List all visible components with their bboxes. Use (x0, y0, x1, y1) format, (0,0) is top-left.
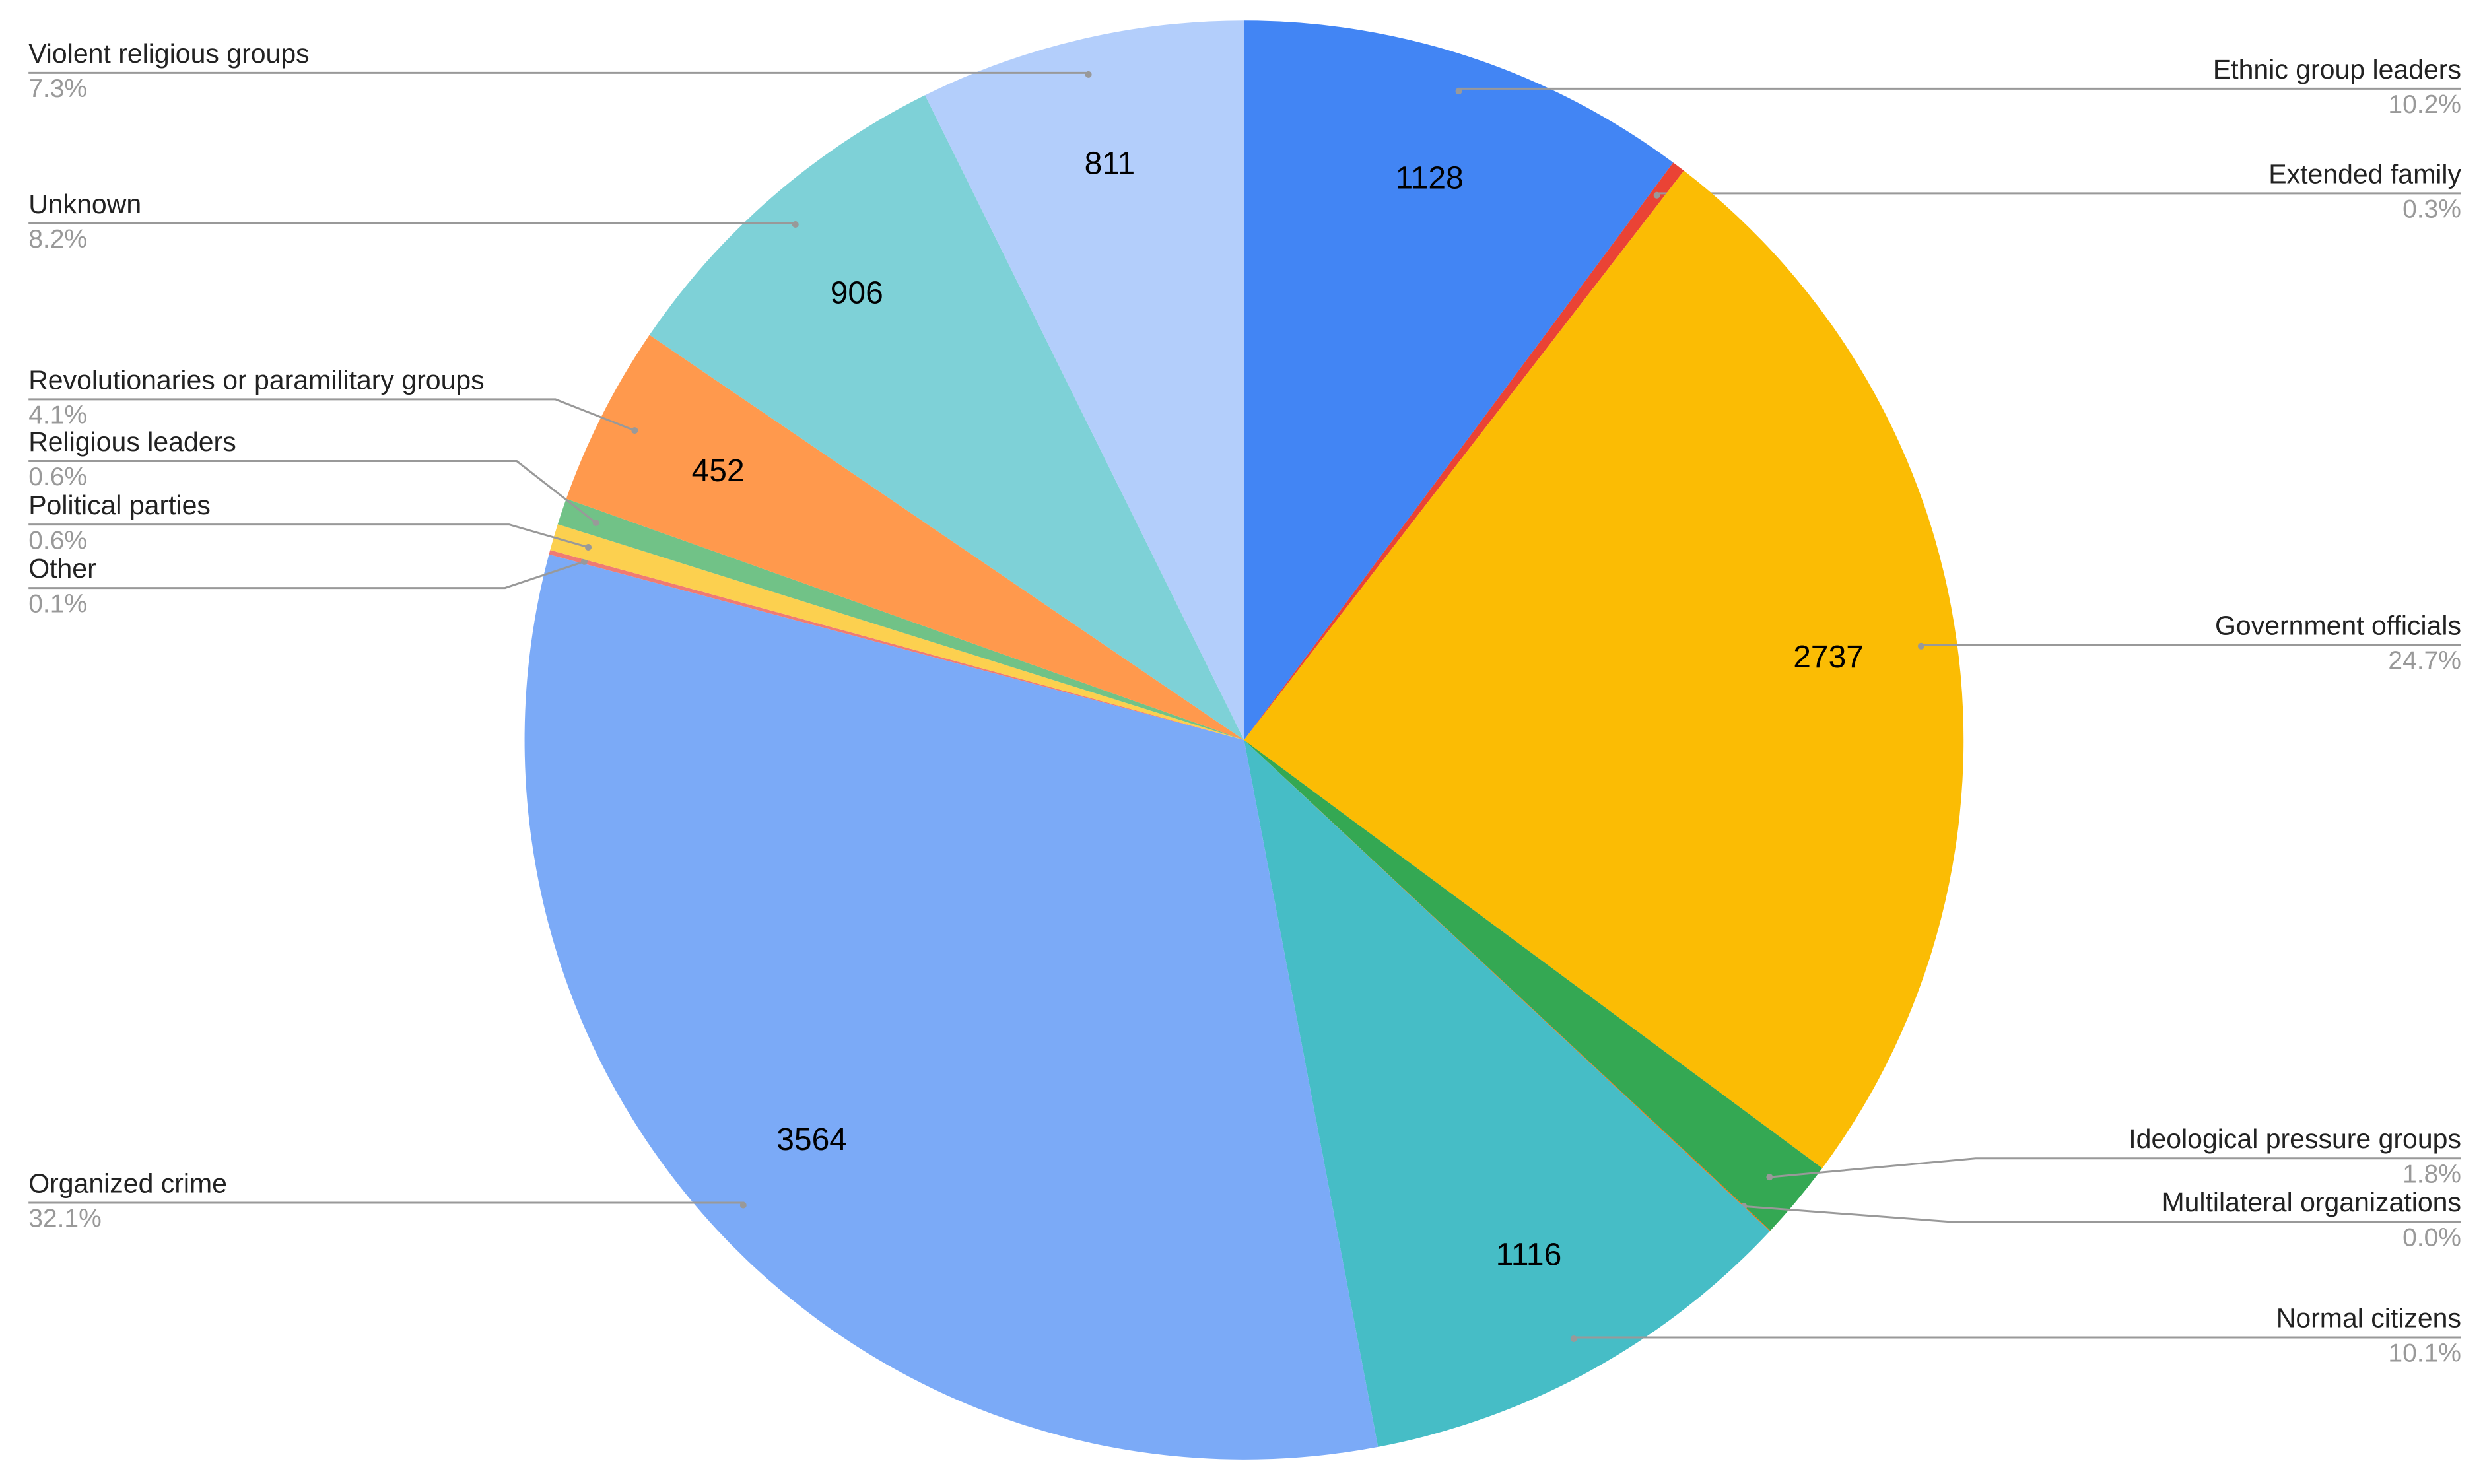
leader-dot (1570, 1335, 1577, 1342)
legend-label: Normal citizens (2276, 1302, 2461, 1333)
legend-label: Other (28, 553, 96, 584)
percent-label: 10.2% (2388, 90, 2461, 119)
legend-label: Religious leaders (28, 426, 236, 457)
leader-line (28, 71, 1090, 75)
leader-dot (631, 427, 638, 434)
leader-line (28, 398, 635, 432)
percent-label: 0.1% (28, 590, 87, 618)
percent-label: 1.8% (2402, 1160, 2461, 1188)
percent-label: 24.7% (2388, 647, 2461, 675)
pie-slice (1244, 20, 1674, 741)
legend-label: Violent religious groups (28, 38, 309, 69)
pie-slice (557, 498, 1244, 741)
legend-label: Ideological pressure groups (2128, 1124, 2461, 1154)
pie-slice (1244, 740, 1770, 1447)
pie-slice (549, 550, 1244, 741)
pie-slice (1244, 740, 1771, 1231)
leader-line (1458, 87, 2461, 92)
pie-slice (1244, 170, 1964, 1168)
value-label: 452 (692, 454, 745, 489)
leader-dot (1455, 88, 1462, 95)
pie-slice (1244, 162, 1684, 741)
pie-slice (566, 335, 1244, 741)
legend-label: Multilateral organizations (2162, 1187, 2461, 1217)
leader-line (28, 222, 797, 224)
value-label: 3564 (776, 1122, 847, 1157)
leader-line (1656, 192, 2461, 195)
pie-slice (1244, 740, 1823, 1231)
leader-dot (592, 520, 599, 527)
value-label: 1116 (1496, 1238, 1562, 1273)
leader-dot (739, 1201, 747, 1209)
pie-slice (925, 20, 1244, 741)
leader-line (1920, 644, 2461, 646)
percent-label: 0.0% (2402, 1223, 2461, 1252)
leader-line (28, 523, 589, 549)
legend-label: Extended family (2268, 158, 2461, 189)
leader-dot (1085, 71, 1092, 78)
value-label: 2737 (1793, 640, 1864, 675)
pie-slice (550, 524, 1244, 741)
legend-label: Unknown (28, 189, 141, 219)
legend-label: Political parties (28, 490, 211, 520)
leader-line (1573, 1336, 2461, 1339)
value-label: 811 (1085, 147, 1136, 182)
percent-label: 32.1% (28, 1205, 102, 1233)
percent-label: 4.1% (28, 401, 87, 430)
value-label: 1128 (1395, 160, 1463, 195)
percent-label: 7.3% (28, 75, 87, 103)
percent-label: 10.1% (2388, 1339, 2461, 1368)
legend-label: Revolutionaries or paramilitary groups (28, 364, 484, 395)
percent-label: 0.6% (28, 526, 87, 555)
legend-label: Government officials (2215, 610, 2461, 640)
percent-label: 0.6% (28, 463, 87, 491)
leader-line (28, 460, 597, 524)
leader-dot (1766, 1174, 1773, 1181)
leader-dot (585, 544, 592, 551)
percent-label: 8.2% (28, 225, 87, 253)
leader-line (28, 560, 585, 590)
leader-dot (1653, 191, 1660, 199)
legend-label: Organized crime (28, 1168, 227, 1198)
legend-label: Ethnic group leaders (2213, 54, 2461, 84)
leader-line (1769, 1157, 2461, 1178)
pie-slice (524, 554, 1379, 1460)
leader-line (28, 1201, 745, 1205)
leader-dot (1917, 642, 1924, 650)
leader-dot (580, 558, 588, 565)
value-label: 906 (831, 276, 883, 311)
leader-dot (792, 220, 799, 228)
leader-line (1744, 1205, 2461, 1223)
percent-label: 0.3% (2402, 195, 2461, 224)
pie-slice (649, 95, 1244, 741)
